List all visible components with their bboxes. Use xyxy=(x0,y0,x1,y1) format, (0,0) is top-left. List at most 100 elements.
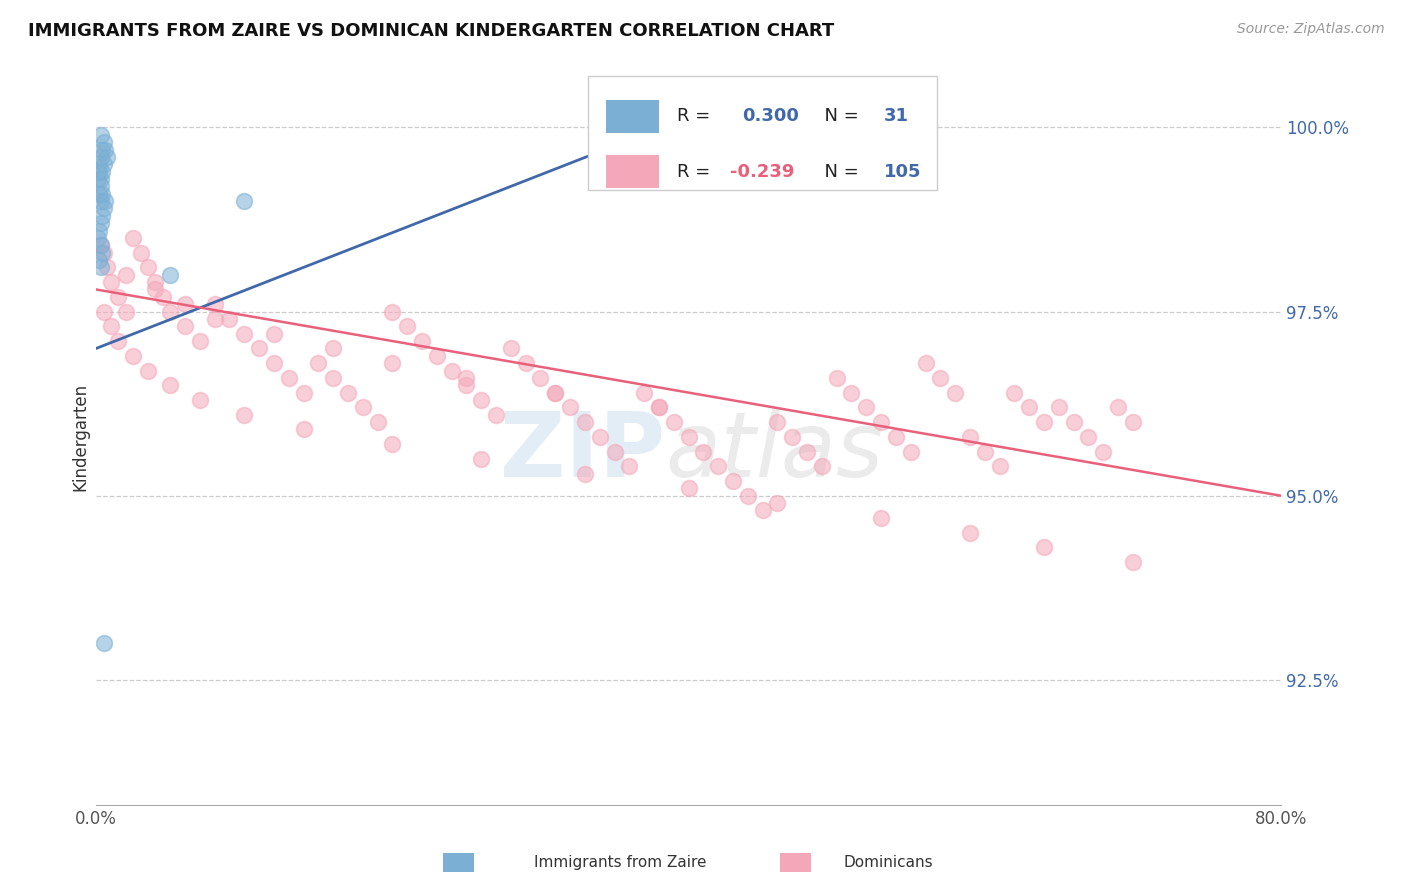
Point xyxy=(322,342,344,356)
Point xyxy=(470,451,492,466)
Point xyxy=(381,356,404,370)
Text: R =: R = xyxy=(676,107,716,126)
Point xyxy=(870,415,893,429)
Point xyxy=(159,268,181,282)
Point xyxy=(707,459,730,474)
Point xyxy=(100,275,122,289)
Point xyxy=(233,194,256,208)
Point xyxy=(499,342,522,356)
Point xyxy=(86,231,108,245)
Point xyxy=(136,260,159,275)
Point xyxy=(89,157,111,171)
Point xyxy=(914,356,936,370)
Point xyxy=(89,253,111,268)
Point xyxy=(678,430,700,444)
Point xyxy=(89,164,111,178)
Point xyxy=(558,401,581,415)
Point xyxy=(1033,415,1056,429)
Point xyxy=(100,319,122,334)
Point xyxy=(440,363,463,377)
Point xyxy=(307,356,329,370)
Text: 31: 31 xyxy=(884,107,910,126)
Point xyxy=(86,172,108,186)
Point xyxy=(218,312,240,326)
Point xyxy=(91,245,114,260)
Point xyxy=(204,312,226,326)
Point xyxy=(114,304,136,318)
Point xyxy=(94,143,117,157)
Point xyxy=(188,334,211,348)
Point xyxy=(90,260,112,275)
Point xyxy=(574,415,596,429)
Point xyxy=(91,186,114,201)
Point xyxy=(90,216,112,230)
Point xyxy=(515,356,537,370)
Point xyxy=(589,430,612,444)
Point xyxy=(381,437,404,451)
Point xyxy=(648,401,671,415)
Point xyxy=(721,474,744,488)
Point xyxy=(381,304,404,318)
Point xyxy=(619,459,641,474)
Point xyxy=(367,415,389,429)
Point xyxy=(1122,555,1144,569)
Point xyxy=(900,444,922,458)
Point xyxy=(1077,430,1099,444)
Point xyxy=(411,334,433,348)
Point xyxy=(988,459,1011,474)
Bar xyxy=(606,100,659,133)
Point xyxy=(188,392,211,407)
Point xyxy=(1033,541,1056,555)
Point xyxy=(766,496,789,510)
Point xyxy=(529,371,551,385)
Point xyxy=(292,422,315,436)
Point xyxy=(96,260,118,275)
Point xyxy=(1063,415,1085,429)
Point xyxy=(159,304,181,318)
Point xyxy=(145,275,167,289)
Point xyxy=(114,268,136,282)
Point xyxy=(1002,385,1025,400)
Point xyxy=(90,179,112,194)
Point xyxy=(959,525,981,540)
Point xyxy=(93,157,115,171)
Point xyxy=(544,385,567,400)
Point xyxy=(603,128,626,142)
Point xyxy=(93,304,115,318)
Point xyxy=(129,245,152,260)
Point xyxy=(352,401,374,415)
Point xyxy=(811,459,834,474)
Point xyxy=(91,164,114,178)
Point xyxy=(678,113,700,128)
Point xyxy=(678,481,700,495)
Point xyxy=(91,143,114,157)
Text: atlas: atlas xyxy=(665,408,883,496)
Point xyxy=(336,385,359,400)
Text: N =: N = xyxy=(813,162,865,181)
Point xyxy=(277,371,299,385)
Point xyxy=(122,231,145,245)
Point xyxy=(485,408,508,422)
Point xyxy=(152,290,174,304)
Point xyxy=(633,385,655,400)
Point xyxy=(90,238,112,252)
Text: 105: 105 xyxy=(884,162,921,181)
Text: Immigrants from Zaire: Immigrants from Zaire xyxy=(534,855,707,870)
Point xyxy=(396,319,419,334)
Text: Dominicans: Dominicans xyxy=(844,855,934,870)
Point xyxy=(90,194,112,208)
Point xyxy=(855,401,877,415)
Point xyxy=(263,326,285,341)
Point xyxy=(93,135,115,149)
Point xyxy=(825,371,848,385)
Point xyxy=(233,326,256,341)
Point xyxy=(145,283,167,297)
Point xyxy=(122,349,145,363)
Text: Source: ZipAtlas.com: Source: ZipAtlas.com xyxy=(1237,22,1385,37)
Point xyxy=(247,342,270,356)
Point xyxy=(796,444,818,458)
Point xyxy=(90,172,112,186)
Point xyxy=(603,444,626,458)
Point xyxy=(174,319,197,334)
Point xyxy=(90,238,112,252)
